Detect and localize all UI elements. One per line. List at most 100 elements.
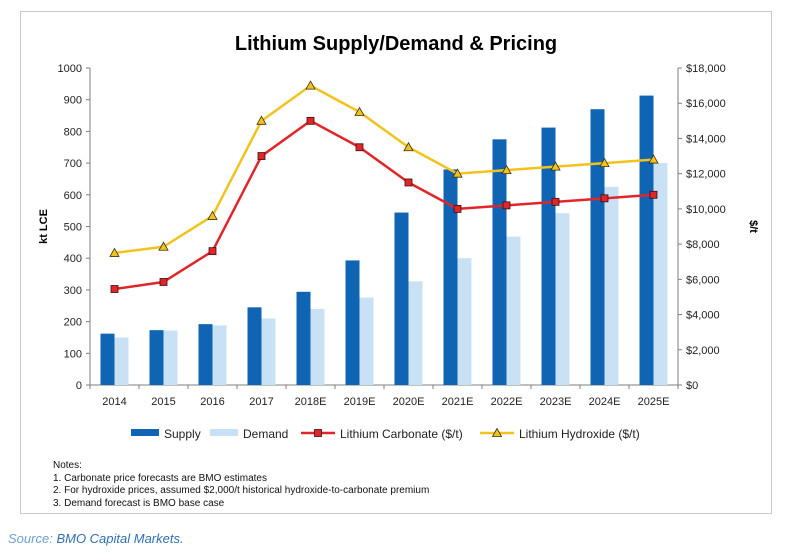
hydroxide-point xyxy=(550,161,561,171)
demand-bar xyxy=(555,213,570,385)
carbonate-point xyxy=(306,116,315,125)
x-tick-label: 2020E xyxy=(393,396,425,408)
left-tick-label: 300 xyxy=(64,285,82,297)
carbonate-point xyxy=(257,152,266,160)
hydroxide-point xyxy=(403,141,414,152)
legend-hydroxide-label: Lithium Hydroxide ($/t) xyxy=(519,427,640,441)
demand-bar xyxy=(359,297,374,385)
right-tick-label: $12,000 xyxy=(686,169,726,181)
source-label: Source: xyxy=(8,531,53,546)
notes-heading: Notes: xyxy=(53,460,82,471)
right-tick-label: $18,000 xyxy=(686,63,726,75)
left-tick-label: 200 xyxy=(64,317,82,329)
left-tick-label: 0 xyxy=(76,380,82,392)
legend-carbonate-marker xyxy=(314,429,322,437)
x-tick-label: 2016 xyxy=(200,396,224,408)
carbonate-point xyxy=(600,194,609,203)
right-tick-label: $4,000 xyxy=(686,310,720,322)
supply-bar xyxy=(590,109,605,386)
supply-bar xyxy=(100,333,115,385)
notes-line-3: 3. Demand forecast is BMO base case xyxy=(53,497,225,509)
right-tick-label: $8,000 xyxy=(686,239,720,251)
left-tick-label: 600 xyxy=(64,190,82,202)
hydroxide-point xyxy=(501,164,512,175)
carbonate-point xyxy=(355,143,364,152)
notes: Notes: 1. Carbonate price forecasts are … xyxy=(53,460,429,510)
demand-bar xyxy=(506,236,521,385)
legend-demand-swatch xyxy=(210,429,238,436)
hydroxide-point xyxy=(354,106,365,116)
supply-bar xyxy=(443,169,458,385)
demand-bar xyxy=(604,186,619,385)
hydroxide-line xyxy=(114,84,654,255)
demand-bar xyxy=(653,163,668,385)
chart-frame: Lithium Supply/Demand & Pricing 0 100 200 30… xyxy=(20,11,772,514)
hydroxide-point xyxy=(648,154,659,164)
legend-hydroxide-marker xyxy=(491,427,503,437)
supply-bar xyxy=(149,330,164,385)
supply-bar xyxy=(639,95,654,385)
demand-bar xyxy=(457,258,472,385)
right-tick-label: $16,000 xyxy=(686,98,726,110)
notes-line-2: 2. For hydroxide prices, assumed $2,000/… xyxy=(53,485,430,496)
carbonate-point xyxy=(649,190,658,199)
carbonate-point xyxy=(551,197,560,206)
supply-bar xyxy=(247,307,262,385)
left-tick-label: 400 xyxy=(64,253,82,265)
x-tick-label: 2021E xyxy=(442,396,474,408)
demand-bar xyxy=(163,330,178,385)
demand-bar xyxy=(261,318,276,385)
hydroxide-point xyxy=(207,210,218,220)
carbonate-line xyxy=(114,119,654,291)
x-tick-label: 2018E xyxy=(295,396,327,408)
carbonate-point xyxy=(110,285,119,293)
source-caption: Source: BMO Capital Markets. xyxy=(8,531,184,546)
x-tick-label: 2017 xyxy=(249,396,273,408)
chart-title: Lithium Supply/Demand & Pricing xyxy=(235,33,557,55)
y-axis-title-right: $/t xyxy=(747,220,759,233)
right-tick-label: $10,000 xyxy=(686,204,726,216)
source-text: BMO Capital Markets. xyxy=(56,531,184,546)
left-tick-label: 900 xyxy=(64,95,82,107)
supply-bar xyxy=(492,139,507,385)
hydroxide-point xyxy=(305,80,316,90)
hydroxide-point xyxy=(109,247,120,257)
left-tick-label: 1000 xyxy=(58,63,82,75)
carbonate-point xyxy=(502,201,511,210)
demand-bar xyxy=(408,281,423,385)
y-axis-title-left: kt LCE xyxy=(38,209,50,244)
carbonate-point xyxy=(404,178,413,187)
hydroxide-point xyxy=(158,241,169,251)
x-tick-label: 2014 xyxy=(102,396,126,408)
left-tick-label: 800 xyxy=(64,126,82,138)
notes-line-1: 1. Carbonate price forecasts are BMO est… xyxy=(53,472,267,484)
right-tick-label: $0 xyxy=(686,380,698,392)
right-tick-label: $14,000 xyxy=(686,133,726,145)
carbonate-point xyxy=(159,278,168,286)
x-tick-label: 2019E xyxy=(344,396,376,408)
x-tick-label: 2023E xyxy=(540,396,572,408)
chart: Lithium Supply/Demand & Pricing 0 100 200 30… xyxy=(38,33,759,441)
supply-bar xyxy=(541,127,556,385)
left-tick-label: 500 xyxy=(64,222,82,234)
left-tick-label: 700 xyxy=(64,158,82,170)
carbonate-point xyxy=(453,204,462,213)
right-tick-label: $6,000 xyxy=(686,274,720,286)
legend-supply-label: Supply xyxy=(164,427,201,441)
demand-bar xyxy=(212,325,227,385)
supply-bar xyxy=(394,212,409,385)
hydroxide-point xyxy=(452,168,463,178)
hydroxide-point xyxy=(256,115,267,125)
x-tick-label: 2022E xyxy=(491,396,523,408)
hydroxide-point xyxy=(599,157,610,168)
supply-bar xyxy=(345,260,360,385)
supply-bar xyxy=(198,324,213,385)
carbonate-point xyxy=(208,247,217,256)
demand-bar xyxy=(114,337,129,385)
x-tick-label: 2015 xyxy=(151,396,175,408)
left-tick-label: 100 xyxy=(64,348,82,360)
x-tick-label: 2025E xyxy=(638,396,670,408)
legend-carbonate-label: Lithium Carbonate ($/t) xyxy=(340,427,463,441)
legend-demand-label: Demand xyxy=(243,427,288,441)
right-tick-label: $2,000 xyxy=(686,345,720,357)
